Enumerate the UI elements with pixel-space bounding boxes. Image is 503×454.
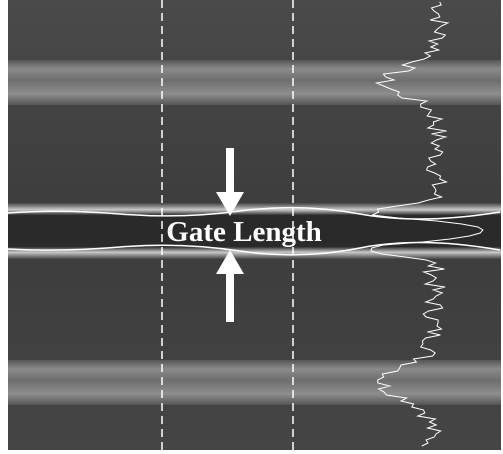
sem-image: Gate Length	[0, 0, 503, 454]
lower-band	[8, 360, 501, 405]
page: {"label": "Gate Length"}	[0, 0, 503, 454]
upper-band	[8, 60, 501, 105]
gate-length-label: Gate Length	[166, 216, 321, 248]
